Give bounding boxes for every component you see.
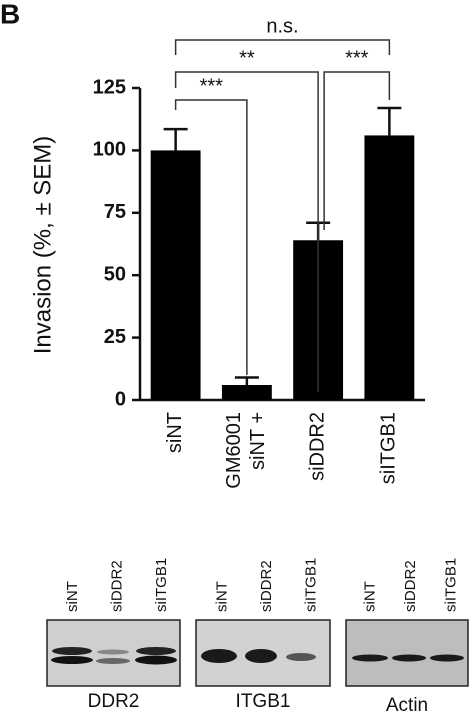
- significance-label: n.s.: [266, 15, 298, 37]
- significance-bracket: [174, 71, 319, 392]
- lane-label: siDDR2: [108, 560, 125, 612]
- blot-label: DDR2: [88, 691, 140, 712]
- y-tick-label: 50: [104, 263, 126, 285]
- x-tick-label: siITGB1: [378, 412, 400, 484]
- error-bar: [163, 127, 188, 151]
- panel-label: B: [0, 0, 20, 29]
- lane-label: siNT: [64, 581, 81, 612]
- lane-label: siITGB1: [303, 558, 320, 612]
- blot-label: Actin: [386, 695, 428, 716]
- significance-label: ***: [200, 75, 224, 97]
- y-tick-label: 25: [104, 326, 126, 348]
- error-bar: [234, 376, 259, 386]
- lane-label: siITGB1: [443, 558, 460, 612]
- y-axis-label: Invasion (%, ± SEM): [29, 136, 56, 355]
- bar: [221, 385, 272, 400]
- lane-label: siNT: [213, 581, 230, 612]
- bar: [150, 150, 201, 400]
- x-tick-label: siNT: [164, 412, 186, 453]
- blot-label: ITGB1: [236, 691, 291, 712]
- x-tick-label: siNT +GM6001: [223, 412, 269, 489]
- blot-images: [46, 619, 469, 687]
- y-tick-label: 0: [115, 388, 126, 410]
- bar: [364, 135, 415, 400]
- lane-label: siNT: [361, 581, 378, 612]
- significance-label: **: [239, 47, 255, 69]
- significance-bracket: [174, 99, 248, 375]
- y-tick-label: 75: [104, 201, 126, 223]
- lane-label: siITGB1: [153, 558, 170, 612]
- significance-label: ***: [345, 47, 369, 69]
- y-tick-label: 125: [93, 76, 126, 98]
- y-tick-label: 100: [93, 139, 126, 161]
- significance-bracket: [174, 39, 391, 55]
- error-bar: [377, 106, 402, 136]
- significance-bracket: [323, 71, 391, 230]
- x-tick-label: siDDR2: [306, 412, 328, 481]
- lane-label: siDDR2: [258, 560, 275, 612]
- lane-label: siDDR2: [402, 560, 419, 612]
